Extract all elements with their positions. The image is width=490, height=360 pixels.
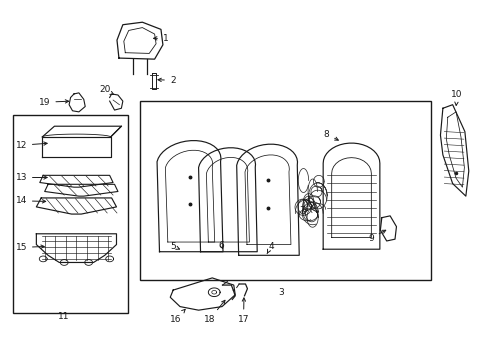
Text: 15: 15 bbox=[16, 243, 44, 252]
Text: 10: 10 bbox=[451, 90, 463, 105]
Bar bbox=[13, 116, 128, 313]
Text: 5: 5 bbox=[171, 242, 179, 251]
Text: 18: 18 bbox=[204, 300, 225, 324]
Text: 12: 12 bbox=[16, 141, 47, 150]
Text: 9: 9 bbox=[368, 230, 386, 243]
Text: 8: 8 bbox=[324, 130, 338, 140]
Text: 3: 3 bbox=[279, 288, 285, 297]
Text: 2: 2 bbox=[158, 76, 175, 85]
Text: 19: 19 bbox=[39, 98, 69, 107]
Text: 13: 13 bbox=[16, 173, 47, 182]
Text: 6: 6 bbox=[219, 241, 224, 250]
Text: 4: 4 bbox=[267, 242, 274, 254]
Text: 1: 1 bbox=[153, 34, 169, 43]
Text: 7: 7 bbox=[299, 206, 308, 215]
Text: 11: 11 bbox=[57, 312, 69, 321]
Text: 16: 16 bbox=[170, 309, 185, 324]
Bar bbox=[140, 101, 431, 280]
Text: 14: 14 bbox=[16, 196, 46, 205]
Text: 20: 20 bbox=[99, 85, 114, 95]
Text: 17: 17 bbox=[238, 298, 249, 324]
